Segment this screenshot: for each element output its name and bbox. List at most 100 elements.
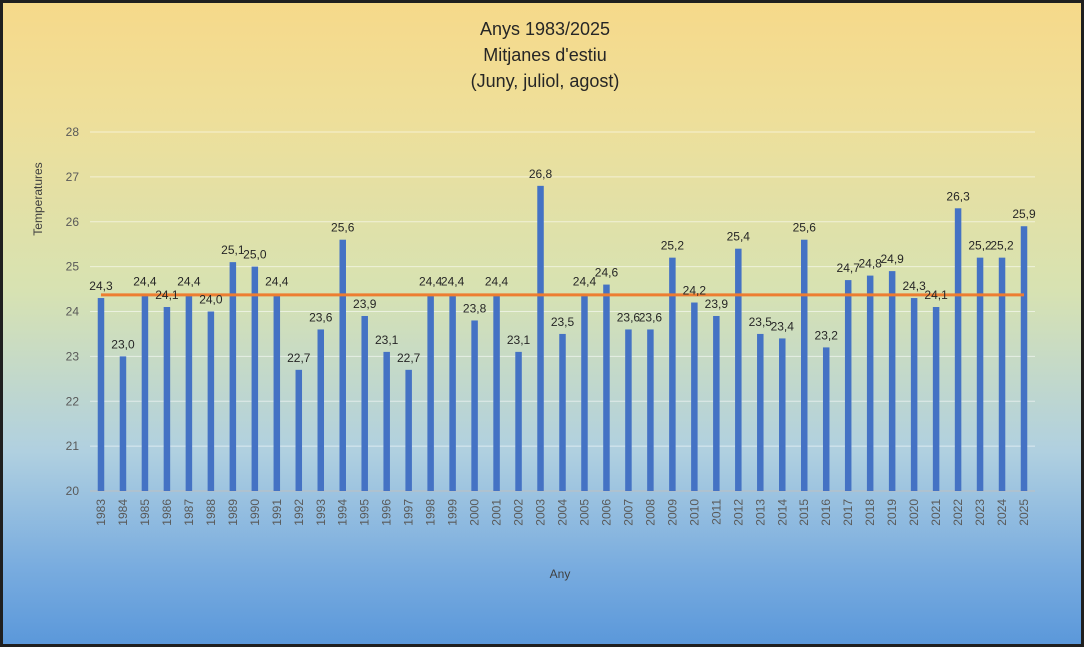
y-tick-label: 28 [66,125,80,139]
bar [361,315,368,491]
bar [954,208,962,491]
bar [141,293,149,491]
x-tick-label: 2002 [512,499,526,526]
x-tick-label: 2013 [753,499,767,526]
data-label: 24,4 [441,275,465,289]
x-tick-label: 1996 [380,499,394,526]
x-tick-label: 2014 [775,499,789,526]
data-label: 24,8 [858,257,882,271]
data-label: 24,3 [902,279,926,293]
x-tick-label: 2020 [907,499,921,526]
data-label: 25,0 [243,248,267,262]
y-tick-label: 20 [66,484,80,498]
x-tick-label: 2017 [841,499,855,526]
bar [822,347,830,491]
x-tick-label: 1984 [116,499,130,526]
bar [185,293,193,491]
bar [713,315,720,491]
bar [207,311,215,491]
bar [515,351,522,491]
bar [647,329,654,491]
data-label: 26,3 [946,189,970,203]
data-label: 23,5 [551,315,575,329]
data-label: 24,1 [155,288,179,302]
bar [163,307,171,491]
data-label: 24,4 [573,275,597,289]
data-label: 24,6 [595,266,619,280]
data-label: 25,2 [968,239,992,253]
y-tick-label: 22 [66,394,80,408]
bar [603,284,610,491]
x-tick-label: 2016 [819,499,833,526]
bar [559,333,566,491]
bar [1020,226,1028,492]
x-axis-title: Any [550,567,571,581]
x-tick-label: 1987 [182,499,196,526]
bar [339,239,346,491]
bar [735,248,742,491]
data-label: 25,1 [221,243,245,257]
data-label: 24,4 [419,275,443,289]
y-tick-label: 26 [66,215,80,229]
bar [998,257,1006,491]
data-label: 24,1 [924,288,948,302]
bars [97,185,1028,492]
data-label: 23,1 [507,333,531,347]
data-label: 22,7 [287,351,311,365]
data-label: 26,8 [529,167,553,181]
bar [405,369,412,491]
x-tick-label: 1983 [94,499,108,526]
bar [691,302,698,491]
bar [471,320,478,491]
x-tick-label: 2024 [995,499,1009,526]
chart-title-line-1: Anys 1983/2025 [479,19,611,39]
chart-title-line-3: (Juny, juliol, agost) [470,71,620,91]
data-label: 23,0 [111,337,135,351]
y-tick-label: 23 [66,349,80,363]
x-tick-label: 2012 [731,499,745,526]
data-label: 24,4 [177,275,201,289]
bar [932,307,940,491]
data-label: 24,9 [880,252,904,266]
x-tick-label: 1986 [160,499,174,526]
x-tick-label: 2009 [665,499,679,526]
bar [119,356,127,491]
data-label: 25,4 [727,230,751,244]
x-tick-label: 2021 [929,499,943,526]
data-label: 24,0 [199,293,223,307]
data-label: 23,6 [639,310,663,324]
data-label: 25,6 [793,221,817,235]
x-tick-label: 1999 [446,499,460,526]
x-tick-label: 2001 [490,499,504,526]
bar [779,338,786,491]
data-label: 24,2 [683,284,707,298]
y-axis-title: Temperatures [31,162,45,235]
bar [866,275,874,491]
x-tick-label: 2018 [863,499,877,526]
data-label: 23,4 [771,319,795,333]
data-label: 23,8 [463,301,487,315]
y-tick-label: 24 [66,305,80,319]
x-tick-label: 2019 [885,499,899,526]
data-label: 25,2 [661,239,685,253]
data-label: 23,2 [815,328,839,342]
data-label: 25,9 [1012,207,1036,221]
bar [976,257,984,491]
data-label: 23,5 [749,315,773,329]
bar [537,185,544,491]
data-label: 25,6 [331,221,355,235]
data-label: 24,7 [837,261,861,275]
x-tick-label: 1991 [270,499,284,526]
data-label: 22,7 [397,351,421,365]
y-tick-label: 27 [66,170,80,184]
x-tick-label: 1990 [248,499,262,526]
bar [273,293,281,491]
x-tick-label: 1995 [358,499,372,526]
x-tick-label: 2003 [534,499,548,526]
data-label: 24,4 [485,275,509,289]
bar [800,239,808,491]
bar [251,266,259,491]
bar [449,293,456,491]
x-tick-label: 2025 [1017,499,1031,526]
